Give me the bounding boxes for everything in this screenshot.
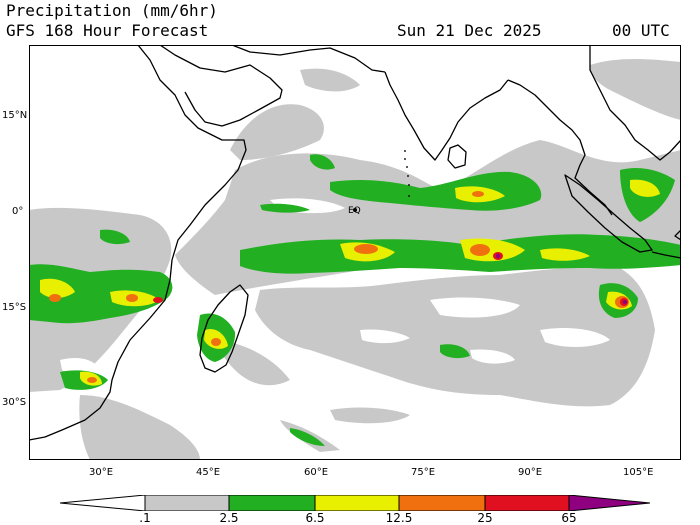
lon-label-105e: 105°E [623, 467, 654, 478]
equator-label: EQ [348, 206, 361, 216]
legend-label-0: .1 [139, 511, 151, 525]
lon-label-90e: 90°E [518, 467, 543, 478]
lat-label-30s: 30°S [2, 397, 27, 408]
legend-bin-green [228, 494, 316, 512]
legend-label-5: 65 [561, 511, 577, 525]
lat-label-15n: 15°N [2, 110, 28, 121]
precipitation-map [29, 45, 681, 460]
legend-arrow-left [59, 494, 146, 512]
lon-label-75e: 75°E [411, 467, 436, 478]
precip-gaps [60, 198, 610, 376]
lat-label-15s: 15°S [2, 302, 27, 313]
lon-label-30e: 30°E [89, 467, 114, 478]
legend-bin-light [144, 494, 230, 512]
legend-label-1: 2.5 [219, 511, 239, 525]
legend-arrow-right [568, 494, 651, 512]
lon-label-60e: 60°E [304, 467, 329, 478]
lon-label-45e: 45°E [196, 467, 221, 478]
legend-bin-red [484, 494, 570, 512]
coastlines [29, 45, 681, 441]
forecast-subtitle: GFS 168 Hour Forecast [6, 21, 209, 40]
eq-marker [353, 208, 357, 212]
precip-intense-cores [49, 191, 629, 383]
lat-label-0: 0° [12, 206, 24, 217]
forecast-date: Sun 21 Dec 2025 [397, 21, 542, 40]
chart-title: Precipitation (mm/6hr) [6, 1, 218, 20]
color-legend [59, 494, 651, 512]
precip-heavy-areas [40, 179, 660, 386]
legend-bin-yellow [314, 494, 400, 512]
legend-label-3: 12.5 [385, 511, 413, 525]
legend-label-2: 6.5 [305, 511, 325, 525]
forecast-time: 00 UTC [612, 21, 670, 40]
legend-label-4: 25 [477, 511, 493, 525]
legend-bin-orange [398, 494, 486, 512]
